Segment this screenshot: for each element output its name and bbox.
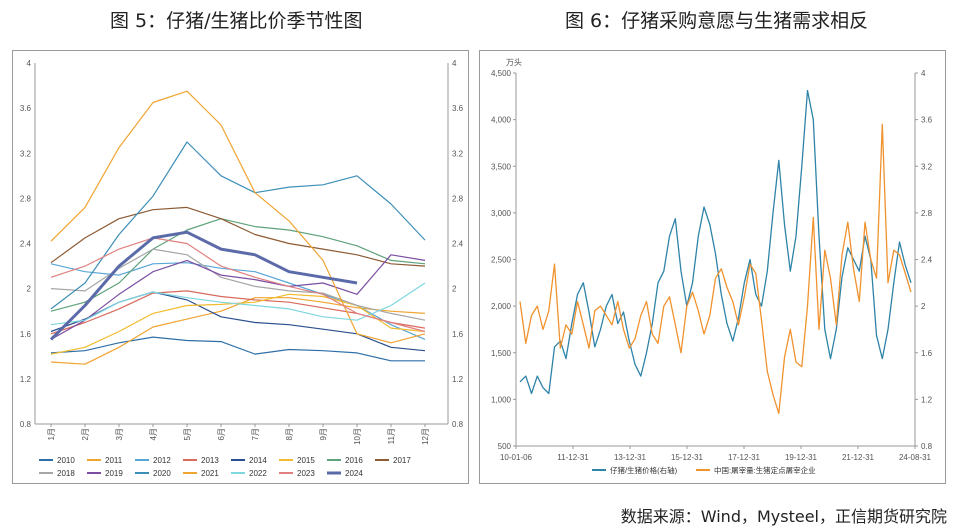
legend-label-2010: 2010 (57, 456, 75, 465)
series-line-0 (519, 89, 912, 395)
y-tick-label-right: 0.8 (921, 442, 933, 451)
x-tick-label: 8月 (285, 428, 294, 440)
y-tick-label-left: 3,000 (491, 209, 512, 218)
series-line-2010 (50, 336, 425, 362)
y-tick-label-right: 1.2 (921, 395, 933, 404)
series-line-2016 (50, 218, 426, 312)
x-tick-label: 5月 (183, 428, 192, 440)
x-tick-label: 1月 (47, 428, 56, 440)
legend-label-2021: 2021 (201, 469, 219, 478)
x-tick-label: 6月 (217, 428, 226, 440)
legend-label-2016: 2016 (345, 456, 363, 465)
y-tick-label-right: 2 (452, 285, 457, 294)
y-tick-label-right: 0.8 (452, 420, 464, 429)
left-chart-title: 图 5：仔猪/生猪比价季节性图 (110, 10, 363, 32)
seasonal-chart-panel: 0.8 0.8 1.2 1.2 1.6 1.6 2 2 2.4 2.4 2.8 2.8 3.2 3.2 3.… (12, 50, 469, 484)
y-tick-label-right: 1.6 (921, 349, 933, 358)
y-tick-label-right: 2.8 (921, 209, 933, 218)
legend-label-2023: 2023 (297, 469, 315, 478)
x-tick-label: 7月 (251, 428, 260, 440)
y-tick-label-left: 3.2 (20, 149, 32, 158)
seasonal-chart-svg: 0.8 0.8 1.2 1.2 1.6 1.6 2 2 2.4 2.4 2.8 2.8 3.2 3.2 3.… (20, 59, 464, 478)
legend-label-2018: 2018 (57, 469, 75, 478)
x-tick-label: 4月 (149, 428, 158, 440)
legend-label-2017: 2017 (393, 456, 411, 465)
y-tick-label-left: 2 (27, 285, 32, 294)
y-tick-label-right: 4 (452, 59, 457, 68)
data-source-note: 数据来源：Wind，Mysteel，正信期货研究院 (620, 507, 947, 526)
series-line-2024 (49, 230, 358, 341)
series-line-1 (519, 123, 912, 415)
y-tick-label-right: 2 (921, 302, 926, 311)
dual-axis-chart-svg: 万头 500 1,000 1,500 2,000 2,500 3,000 3,500 4,000… (491, 57, 933, 475)
y-tick-label-right: 3.2 (452, 149, 464, 158)
legend-label-2014: 2014 (249, 456, 267, 465)
x-tick-label: 11月 (387, 428, 396, 444)
y-tick-label-right: 1.2 (452, 375, 464, 384)
x-tick-label: 12月 (421, 428, 430, 445)
series-line-2021 (50, 90, 426, 344)
series-line-2017 (50, 206, 426, 267)
legend-label-2022: 2022 (249, 469, 267, 478)
y-tick-label-right: 4 (921, 69, 926, 78)
legend-label-2020: 2020 (153, 469, 171, 478)
legend-label-2011: 2011 (105, 456, 123, 465)
y-tick-label-left: 4,500 (491, 69, 512, 78)
x-tick-label: 15-12-31 (671, 453, 704, 462)
y-tick-label-right: 3.6 (452, 104, 464, 113)
x-tick-label: 10-01-06 (500, 453, 533, 462)
legend-label-0: 仔猪/生猪价格(右轴) (610, 465, 678, 475)
legend-label-2013: 2013 (201, 456, 219, 465)
x-tick-label: 9月 (319, 428, 328, 440)
y-tick-label-left: 1.6 (20, 330, 32, 339)
right-chart-title: 图 6：仔猪采购意愿与生猪需求相反 (565, 10, 869, 32)
dual-axis-chart-panel: 万头 500 1,000 1,500 2,000 2,500 3,000 3,500 4,000… (479, 50, 946, 484)
x-tick-label: 19-12-31 (785, 453, 818, 462)
y-tick-label-left: 1.2 (20, 375, 32, 384)
series-line-2019 (50, 254, 426, 340)
y-tick-label-right: 2.4 (452, 240, 464, 249)
x-tick-label: 24-08-31 (899, 453, 932, 462)
y-tick-label-left: 500 (498, 442, 512, 451)
x-tick-label: 2月 (81, 428, 90, 440)
y-tick-label-left: 2.8 (20, 194, 32, 203)
legend-label-2019: 2019 (105, 469, 123, 478)
y-axis-unit: 万头 (506, 57, 522, 67)
y-tick-label-right: 3.2 (921, 162, 933, 171)
series-line-2022 (50, 282, 426, 326)
x-tick-label: 13-12-31 (614, 453, 647, 462)
series-line-2012 (50, 262, 426, 340)
y-tick-label-left: 0.8 (20, 420, 32, 429)
y-tick-label-left: 1,500 (491, 349, 512, 358)
x-tick-label: 10月 (353, 428, 362, 445)
legend-label-2012: 2012 (153, 456, 171, 465)
series-line-2023 (50, 237, 426, 333)
y-tick-label-left: 2,500 (491, 256, 512, 265)
y-tick-label-right: 2.4 (921, 256, 933, 265)
series-line-2014 (50, 291, 426, 352)
y-tick-label-left: 4 (27, 59, 32, 68)
y-tick-label-left: 3,500 (491, 162, 512, 171)
x-tick-label: 21-12-31 (842, 453, 875, 462)
y-tick-label-right: 2.8 (452, 194, 464, 203)
y-tick-label-left: 4,000 (491, 116, 512, 125)
y-tick-label-left: 3.6 (20, 104, 32, 113)
x-tick-label: 11-12-31 (557, 453, 589, 462)
legend-label-2024: 2024 (345, 469, 363, 478)
y-tick-label-left: 2,000 (491, 302, 512, 311)
y-tick-label-right: 3.6 (921, 116, 933, 125)
y-tick-label-left: 2.4 (20, 240, 32, 249)
x-tick-label: 17-12-31 (728, 453, 761, 462)
x-tick-label: 3月 (115, 428, 124, 440)
y-tick-label-left: 1,000 (491, 395, 512, 404)
series-line-2020 (50, 141, 426, 310)
legend-label-1: 中国:屠宰量:生猪定点屠宰企业 (714, 465, 816, 475)
y-tick-label-right: 1.6 (452, 330, 464, 339)
legend-label-2015: 2015 (297, 456, 315, 465)
